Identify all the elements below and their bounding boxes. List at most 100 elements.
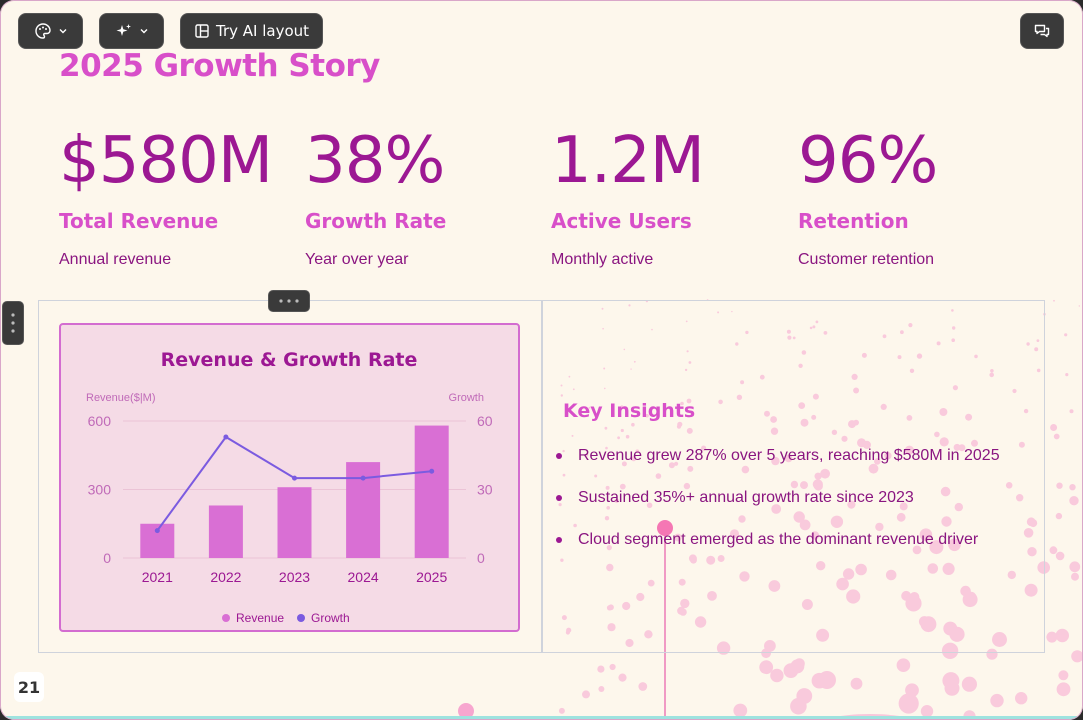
decorative-dot bbox=[1016, 494, 1024, 502]
decorative-dot bbox=[606, 563, 614, 572]
insight-item[interactable]: Cloud segment emerged as the dominant re… bbox=[556, 531, 978, 549]
stat-value: 96% bbox=[798, 124, 938, 198]
decorative-dot bbox=[792, 336, 796, 340]
try-ai-layout-button[interactable]: Try AI layout bbox=[180, 13, 323, 49]
decorative-dot bbox=[604, 426, 608, 430]
decorative-dot bbox=[605, 446, 608, 450]
decorative-dot bbox=[706, 555, 716, 565]
decorative-dot bbox=[905, 595, 922, 612]
stat-growth-rate[interactable]: 38% Growth Rate Year over year bbox=[305, 125, 446, 269]
decorative-dot bbox=[558, 503, 562, 507]
y2-tick-label: 30 bbox=[477, 482, 493, 498]
decorative-dot bbox=[1037, 561, 1050, 574]
decorative-dot bbox=[633, 360, 636, 363]
sparkle-icon bbox=[116, 24, 131, 36]
decorative-dot bbox=[809, 326, 813, 330]
decorative-dot bbox=[882, 334, 887, 339]
growth-point bbox=[223, 434, 229, 440]
decorative-dot bbox=[730, 529, 739, 539]
decorative-dot bbox=[941, 516, 952, 527]
stat-label: Total Revenue bbox=[59, 209, 219, 233]
comment-icon bbox=[1034, 24, 1050, 38]
decorative-dot bbox=[939, 437, 949, 447]
decorative-dot bbox=[1056, 482, 1063, 489]
decorative-dot bbox=[1018, 441, 1025, 448]
stat-active-users[interactable]: 1.2M Active Users Monthly active bbox=[551, 124, 705, 269]
decorative-dot bbox=[604, 387, 606, 390]
insight-text: Cloud segment emerged as the dominant re… bbox=[578, 531, 979, 548]
decorative-dot bbox=[1065, 373, 1069, 377]
decorative-dot bbox=[820, 468, 830, 479]
decorative-dot bbox=[798, 402, 806, 409]
decorative-dot bbox=[941, 642, 959, 659]
stat-total-revenue[interactable]: $580M Total Revenue Annual revenue bbox=[59, 125, 273, 269]
decorative-dot bbox=[572, 388, 575, 391]
decorative-dot bbox=[847, 500, 856, 509]
decorative-dot bbox=[990, 369, 994, 373]
decorative-dot bbox=[861, 352, 867, 358]
comments-button[interactable] bbox=[1020, 13, 1064, 49]
x-tick-label: 2022 bbox=[210, 569, 241, 585]
decorative-dot bbox=[560, 384, 563, 387]
bar-2022 bbox=[208, 505, 243, 558]
decorative-dot bbox=[680, 598, 690, 609]
growth-point bbox=[154, 528, 160, 534]
decorative-dot bbox=[989, 372, 994, 378]
decorative-dot bbox=[1058, 670, 1069, 681]
bullet-icon bbox=[556, 453, 562, 459]
column-divider bbox=[541, 300, 543, 653]
stat-value: 1.2M bbox=[551, 124, 705, 198]
decorative-dot bbox=[951, 309, 954, 312]
decorative-dot bbox=[738, 515, 746, 523]
decorative-dot bbox=[603, 367, 606, 370]
decorative-dot bbox=[1024, 583, 1038, 597]
decorative-dot bbox=[905, 683, 919, 698]
decorative-dot bbox=[560, 394, 563, 397]
decorative-dot bbox=[868, 463, 879, 474]
decorative-dot bbox=[875, 522, 884, 532]
decorative-dot bbox=[694, 616, 707, 628]
ai-dropdown-button[interactable] bbox=[99, 13, 164, 49]
theme-dropdown-button[interactable] bbox=[18, 13, 83, 49]
decorative-dot bbox=[951, 338, 955, 343]
decorative-dot bbox=[1071, 650, 1083, 663]
more-options-icon[interactable] bbox=[268, 290, 310, 312]
decorative-dot bbox=[605, 485, 610, 490]
insight-item[interactable]: Revenue grew 287% over 5 years, reaching… bbox=[556, 447, 1000, 465]
stat-label: Retention bbox=[798, 209, 909, 233]
decorative-dot bbox=[1023, 408, 1029, 414]
decorative-dot bbox=[836, 577, 849, 591]
decorative-dot bbox=[598, 686, 605, 692]
decorative-dot bbox=[771, 456, 780, 466]
decorative-dot bbox=[884, 452, 892, 460]
y-tick-label: 0 bbox=[103, 550, 111, 566]
slide-title[interactable]: 2025 Growth Story bbox=[59, 48, 380, 84]
decorative-dot bbox=[786, 329, 791, 334]
insights-title[interactable]: Key Insights bbox=[563, 400, 696, 422]
y2-axis-label: Growth bbox=[449, 392, 484, 404]
decorative-dot bbox=[771, 504, 782, 514]
decorative-dot bbox=[701, 445, 707, 451]
insight-item[interactable]: Sustained 35%+ annual growth rate since … bbox=[556, 489, 914, 507]
decorative-dot bbox=[880, 403, 887, 410]
decorative-dot bbox=[974, 354, 978, 359]
drag-handle-icon[interactable] bbox=[2, 301, 24, 345]
stat-sub: Monthly active bbox=[551, 251, 654, 268]
decorative-dot bbox=[823, 331, 828, 335]
decorative-dot bbox=[1056, 682, 1071, 697]
stat-retention[interactable]: 96% Retention Customer retention bbox=[798, 124, 938, 269]
decorative-dot bbox=[1078, 305, 1081, 307]
decorative-dot bbox=[801, 350, 807, 355]
decorative-dot bbox=[899, 502, 908, 511]
decorative-dot bbox=[731, 310, 733, 313]
y2-tick-label: 60 bbox=[477, 413, 493, 429]
decorative-dot bbox=[965, 413, 973, 421]
x-tick-label: 2023 bbox=[279, 569, 310, 585]
decorative-dot bbox=[857, 438, 866, 448]
bullet-icon bbox=[556, 495, 562, 501]
decorative-dot bbox=[740, 380, 745, 385]
chart-card[interactable]: Revenue & Growth Rate Revenue($|M) Growth 0… bbox=[59, 323, 520, 632]
try-ai-layout-label: Try AI layout bbox=[215, 22, 310, 40]
decorative-dot bbox=[942, 672, 960, 690]
